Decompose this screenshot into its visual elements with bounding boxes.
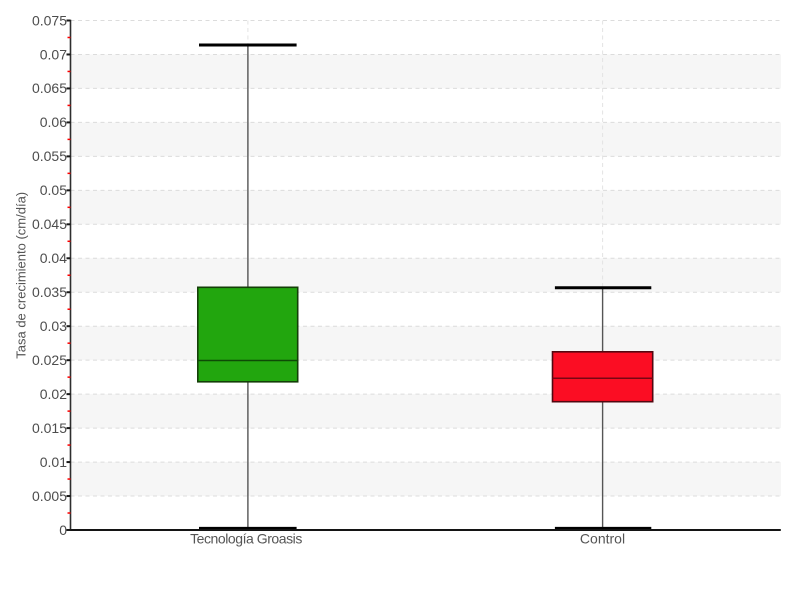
svg-text:0.04: 0.04 — [40, 250, 67, 266]
svg-text:Tecnología Groasis: Tecnología Groasis — [190, 531, 302, 547]
svg-text:0.075: 0.075 — [32, 12, 67, 28]
svg-text:0.01: 0.01 — [40, 454, 67, 470]
svg-text:0: 0 — [59, 522, 67, 538]
svg-text:0.05: 0.05 — [40, 182, 67, 198]
svg-text:Control: Control — [580, 531, 625, 547]
svg-text:0.035: 0.035 — [32, 284, 67, 300]
svg-text:0.055: 0.055 — [32, 148, 67, 164]
svg-text:0.03: 0.03 — [40, 318, 67, 334]
svg-text:0.07: 0.07 — [40, 46, 67, 62]
svg-text:0.015: 0.015 — [32, 420, 67, 436]
svg-text:0.045: 0.045 — [32, 216, 67, 232]
svg-text:0.02: 0.02 — [40, 386, 67, 402]
svg-text:0.065: 0.065 — [32, 80, 67, 96]
svg-text:Tasa de crecimiento (cm/día): Tasa de crecimiento (cm/día) — [14, 192, 29, 359]
svg-text:0.06: 0.06 — [40, 114, 67, 130]
svg-text:0.025: 0.025 — [32, 352, 67, 368]
svg-text:0.005: 0.005 — [32, 488, 67, 504]
